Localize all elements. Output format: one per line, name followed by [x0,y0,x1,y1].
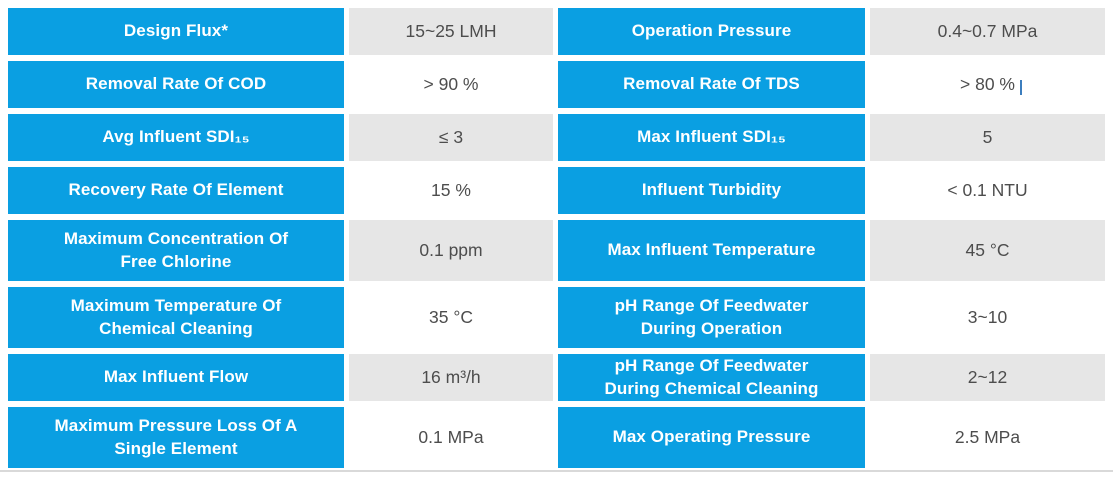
label-max-operating-pressure: Max Operating Pressure [558,407,865,468]
value-operation-pressure: 0.4~0.7 MPa [870,8,1105,55]
value-avg-influent-sdi15: ≤ 3 [349,114,553,161]
label-max-concentration-free-chlorine: Maximum Concentration Of Free Chlorine [8,220,344,281]
label-operation-pressure: Operation Pressure [558,8,865,55]
label-max-influent-temperature: Max Influent Temperature [558,220,865,281]
value-max-influent-flow: 16 m³/h [349,354,553,401]
value-removal-rate-tds: > 80 % [870,61,1105,108]
bottom-divider [0,470,1113,472]
stray-text-cursor [1020,80,1022,95]
value-max-concentration-free-chlorine: 0.1 ppm [349,220,553,281]
value-design-flux: 15~25 LMH [349,8,553,55]
value-max-temperature-chemical-cleaning: 35 °C [349,287,553,348]
spec-table: Design Flux* 15~25 LMH Operation Pressur… [8,8,1105,468]
value-ph-range-operation: 3~10 [870,287,1105,348]
value-recovery-rate-element: 15 % [349,167,553,214]
value-ph-range-chemical-cleaning: 2~12 [870,354,1105,401]
value-max-pressure-loss-single-element: 0.1 MPa [349,407,553,468]
label-ph-range-operation: pH Range Of Feedwater During Operation [558,287,865,348]
label-max-influent-flow: Max Influent Flow [8,354,344,401]
label-max-influent-sdi15: Max Influent SDI₁₅ [558,114,865,161]
value-max-influent-sdi15: 5 [870,114,1105,161]
value-max-operating-pressure: 2.5 MPa [870,407,1105,468]
label-recovery-rate-element: Recovery Rate Of Element [8,167,344,214]
value-max-influent-temperature: 45 °C [870,220,1105,281]
label-max-temperature-chemical-cleaning: Maximum Temperature Of Chemical Cleaning [8,287,344,348]
label-ph-range-chemical-cleaning: pH Range Of Feedwater During Chemical Cl… [558,354,865,401]
label-avg-influent-sdi15: Avg Influent SDI₁₅ [8,114,344,161]
label-max-pressure-loss-single-element: Maximum Pressure Loss Of A Single Elemen… [8,407,344,468]
label-removal-rate-tds: Removal Rate Of TDS [558,61,865,108]
label-influent-turbidity: Influent Turbidity [558,167,865,214]
label-removal-rate-cod: Removal Rate Of COD [8,61,344,108]
value-removal-rate-cod: > 90 % [349,61,553,108]
value-influent-turbidity: < 0.1 NTU [870,167,1105,214]
label-design-flux: Design Flux* [8,8,344,55]
